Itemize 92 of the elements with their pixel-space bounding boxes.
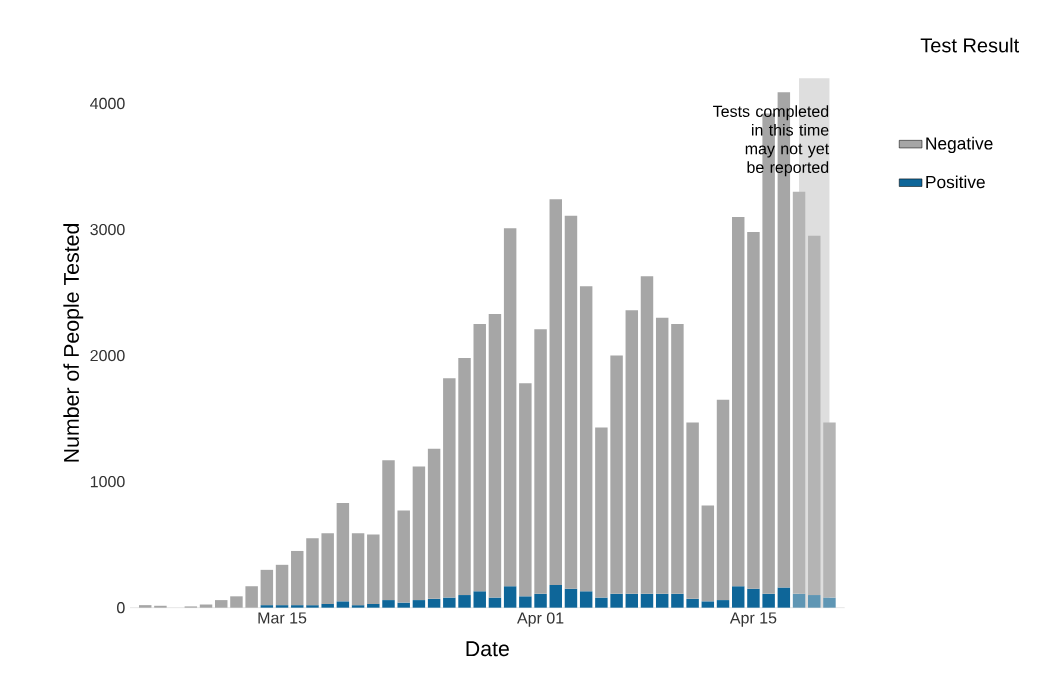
bar (610, 355, 623, 594)
bar (595, 597, 608, 608)
bar (777, 587, 791, 608)
bar (321, 603, 334, 608)
band-label: Tests completed in this time may not yet be reported (713, 105, 830, 177)
bar (564, 588, 578, 608)
bar (306, 605, 319, 608)
bar (427, 598, 441, 608)
y-tick-label: 1000 (90, 475, 125, 488)
bar (321, 533, 334, 604)
bar (716, 399, 730, 601)
legend-label: Positive (926, 175, 985, 189)
bar (473, 591, 486, 608)
bar (625, 593, 639, 608)
bar (382, 460, 395, 601)
bar (716, 600, 730, 608)
bar (215, 600, 228, 608)
bar (412, 466, 426, 601)
bar (549, 584, 562, 608)
bar (412, 600, 426, 608)
bar (686, 422, 699, 599)
bar (367, 603, 380, 608)
bar (488, 597, 502, 608)
bar (138, 605, 152, 608)
bar (503, 228, 517, 587)
bar (747, 588, 760, 608)
bar (579, 591, 593, 608)
bar (443, 378, 456, 598)
legend-label: Negative (926, 136, 993, 154)
bar (732, 216, 745, 587)
bar (397, 602, 410, 608)
y-tick-label: 3000 (90, 223, 125, 236)
bar (640, 276, 654, 594)
bar (595, 427, 608, 598)
bar (397, 510, 410, 603)
bar (351, 533, 365, 606)
y-axis-title: Number of People Tested (63, 224, 84, 462)
bar (260, 605, 274, 608)
bar (686, 598, 699, 608)
y-tick-label: 4000 (90, 97, 125, 110)
bar (275, 605, 289, 608)
bar (671, 593, 684, 608)
bar (701, 505, 715, 602)
bar (808, 595, 821, 608)
bar (336, 601, 350, 608)
bar (458, 595, 471, 608)
bar (640, 593, 654, 608)
bar (549, 199, 562, 585)
bar (519, 383, 532, 597)
bar (291, 605, 304, 608)
bar (473, 324, 486, 592)
x-tick-label: Apr 01 (517, 612, 564, 627)
bar (732, 586, 745, 608)
legend-title: Test Result (920, 37, 1020, 53)
bar (260, 569, 274, 606)
bar (306, 538, 319, 606)
bar (823, 422, 836, 598)
bar (245, 586, 258, 608)
bar (199, 604, 213, 608)
bar (351, 605, 365, 608)
x-axis-title: Date (466, 641, 509, 657)
bar (275, 564, 289, 606)
bar (230, 596, 243, 608)
bar (519, 596, 532, 608)
bar (458, 358, 471, 596)
bar (823, 597, 836, 608)
bar (655, 593, 669, 608)
bar (610, 593, 623, 608)
bar (443, 597, 456, 608)
bar (655, 317, 669, 594)
bar (503, 586, 517, 608)
bar (427, 448, 441, 599)
bar (382, 600, 395, 608)
bar (671, 324, 684, 594)
bar (579, 286, 593, 592)
bar (336, 503, 350, 602)
bar (367, 534, 380, 604)
bar (564, 215, 578, 589)
bar (762, 593, 775, 608)
bar (291, 550, 304, 606)
bar (534, 593, 547, 608)
x-tick-label: Mar 15 (258, 612, 307, 624)
y-tick-label: 2000 (90, 349, 125, 362)
x-tick-label: Apr 15 (729, 612, 777, 627)
bar (534, 329, 547, 594)
y-tick-label: 0 (117, 602, 125, 614)
bar (625, 310, 639, 594)
bar (488, 314, 502, 598)
bar (747, 232, 760, 589)
bar (792, 593, 806, 608)
bar (701, 601, 715, 608)
bar (808, 235, 821, 596)
